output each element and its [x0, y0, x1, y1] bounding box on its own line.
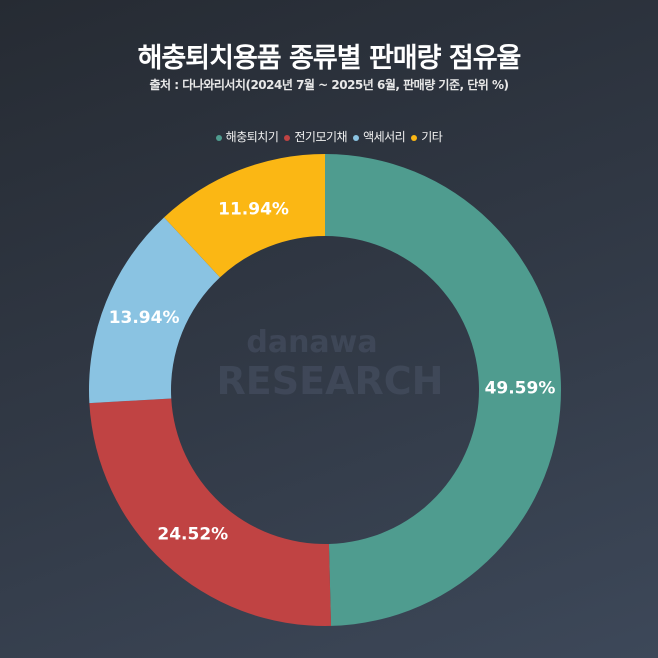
legend-label: 기타: [421, 130, 443, 144]
chart-subtitle: 출처 : 다나와리서치(2024년 7월 ~ 2025년 6월, 판매량 기준,…: [149, 78, 510, 92]
legend-marker: [353, 134, 360, 141]
legend-item: 기타: [411, 128, 443, 145]
slice-0: [325, 154, 562, 626]
legend-label: 전기모기채: [294, 130, 348, 144]
legend-item: 해충퇴치기: [215, 128, 279, 145]
slice-2: [89, 217, 220, 404]
legend-item: 액세서리: [353, 128, 406, 145]
legend-marker: [215, 134, 222, 141]
data-label: 13.94%: [109, 308, 180, 328]
slice-3: [164, 154, 325, 278]
watermark-line1: danawa: [246, 325, 377, 360]
legend-label: 해충퇴치기: [225, 130, 279, 144]
data-label: 11.94%: [218, 200, 289, 220]
watermark: danawa RESEARCH: [217, 325, 444, 403]
legend-marker: [411, 134, 418, 141]
watermark-line2: RESEARCH: [217, 359, 444, 403]
legend: 해충퇴치기 전기모기채 액세서리 기타: [0, 128, 658, 145]
chart-title: 해충퇴치용품 종류별 판매량 점유율: [137, 43, 522, 74]
slice-1: [89, 398, 332, 626]
data-label: 24.52%: [157, 524, 228, 544]
data-label: 49.59%: [485, 379, 556, 399]
legend-marker: [284, 134, 291, 141]
legend-item: 전기모기채: [284, 128, 348, 145]
legend-label: 액세서리: [363, 130, 406, 144]
